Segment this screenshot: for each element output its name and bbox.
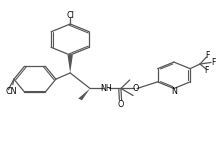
Text: NH: NH [100,84,112,93]
Text: F: F [206,51,210,60]
Polygon shape [67,55,73,73]
Text: Cl: Cl [66,11,74,20]
Text: F: F [211,58,216,67]
Text: O: O [117,100,124,109]
Text: F: F [204,66,209,75]
Polygon shape [78,89,90,100]
Text: N: N [171,87,177,96]
Text: O: O [132,84,139,93]
Text: CN: CN [5,87,17,96]
